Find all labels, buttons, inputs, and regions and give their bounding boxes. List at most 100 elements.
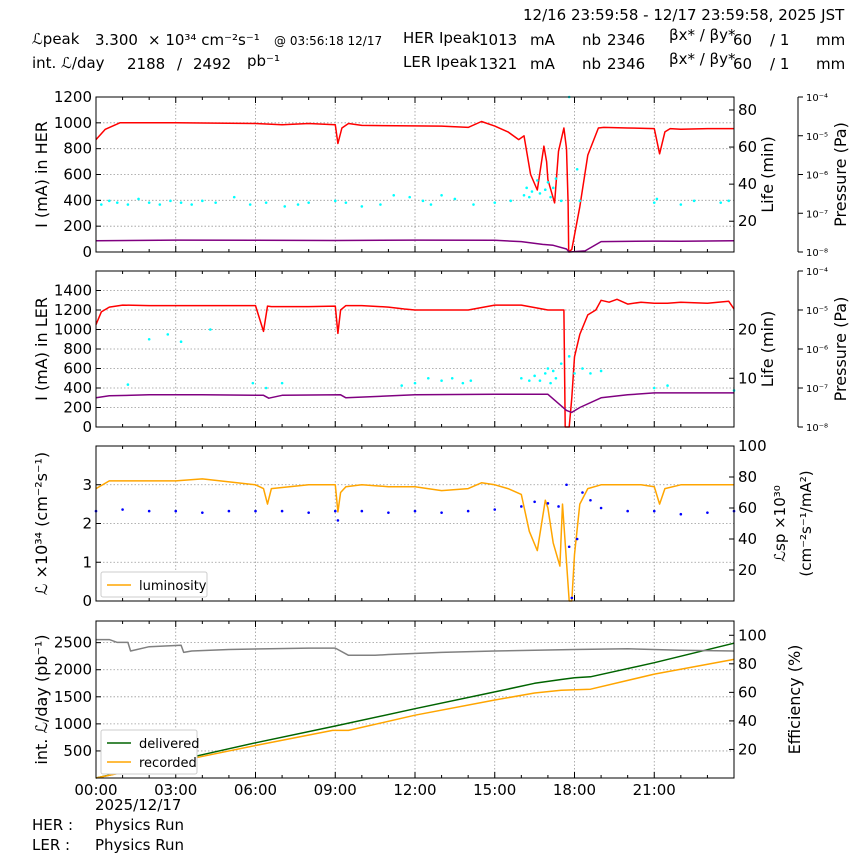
data-point [567,355,571,358]
data-point [158,203,162,206]
x-tick-label: 18:00 [553,781,596,799]
y2-axis-label: Life (min) [758,136,777,213]
data-point [169,199,172,203]
her-ipeak-value: 1013 [479,31,518,49]
int-lumi-sep: / [177,55,183,73]
data-point [453,197,457,201]
data-point [546,502,550,505]
int-lumi-unit: pb⁻¹ [247,52,280,70]
data-point [137,197,140,201]
data-point [570,596,574,600]
data-point [209,328,212,331]
y-tick-label: 200 [63,217,92,235]
data-point [379,203,382,206]
data-point [573,372,576,375]
plot-frame [95,270,735,428]
series-line [95,658,735,779]
y-axis-label: ℒ ×10³⁴ (cm⁻²s⁻¹) [32,452,51,595]
y2-tick-label: 20 [738,321,757,339]
data-point [559,199,563,203]
data-point [174,509,178,513]
data-point [440,379,443,382]
y2-axis-label: ℒsp ×10³⁰ [771,485,789,562]
series-line [95,298,735,428]
x-tick-label: 06:00 [234,781,277,799]
data-point [706,511,709,514]
series-line [95,120,734,253]
ler-nb-label: nb [582,55,602,73]
y-tick-label: 0 [82,592,92,610]
data-point [575,168,579,171]
data-point [227,509,231,513]
y-tick-label: 1400 [54,282,92,300]
lpeak-value: 3.300 [95,31,138,49]
data-point [543,188,547,192]
data-point [344,201,348,204]
y2-tick-label: 100 [738,626,767,644]
y-tick-label: 3 [82,476,92,494]
data-point [413,509,417,513]
data-point [652,386,656,390]
data-point [509,199,512,203]
data-point [333,509,337,513]
data-point [567,545,571,549]
data-point [126,203,130,206]
data-point [360,205,364,208]
data-point [248,203,252,206]
y-tick-label: 1200 [54,301,92,319]
data-point [426,376,430,380]
y-tick-label: 0 [82,418,92,436]
data-point [201,511,204,514]
data-point [666,384,669,387]
data-point [461,381,465,385]
footer-ler-label: LER : [32,836,71,854]
x-tick-label: 15:00 [473,781,516,799]
series-line [95,239,735,253]
y2-axis-label: Efficiency (%) [785,645,804,755]
y-tick-label: 2 [82,515,92,533]
data-point [626,509,629,513]
y-axis-label: I (mA) in HER [32,121,51,228]
pressure-tick-label: 10⁻⁴ [806,93,828,104]
data-point [450,376,454,380]
pressure-axis-label: Pressure (Pa) [831,122,850,227]
y-axis-label: int. ℒ/day (pb⁻¹) [32,634,51,764]
y-tick-label: 500 [63,742,92,760]
data-point [429,203,433,206]
data-point [190,203,193,206]
data-point [530,190,534,193]
series-line [96,638,735,657]
data-point [100,203,103,206]
data-point [589,372,592,375]
data-point [522,193,526,197]
her-nb-value: 2346 [607,31,646,49]
data-point [283,205,287,208]
y-tick-label: 1200 [54,88,92,106]
lpeak-unit: × 10³⁴ cm⁻²s⁻¹ [148,31,260,49]
data-point [535,179,539,182]
data-point [179,201,183,204]
y2-tick-label: 20 [738,740,757,758]
data-point [469,379,473,382]
data-point [166,333,170,336]
y2-tick-label: 20 [738,212,757,230]
data-point [214,201,217,204]
y2-tick-label: 40 [738,530,757,548]
data-point [472,203,475,206]
data-point [307,511,310,514]
y-tick-label: 200 [63,399,92,417]
data-point [408,195,411,199]
data-point [549,195,552,199]
her-beta-unit: mm [816,31,846,49]
data-point [533,500,536,504]
pressure-tick-label: 10⁻⁷ [806,384,828,395]
data-point [551,369,555,373]
data-point [652,201,656,204]
y-tick-label: 600 [63,166,92,184]
data-point [360,509,364,513]
pressure-tick-label: 10⁻⁷ [806,209,828,220]
y2-tick-label: 80 [738,101,757,119]
data-point [575,537,579,541]
footer-her-status: Physics Run [95,816,185,834]
y-tick-label: 400 [63,191,92,209]
